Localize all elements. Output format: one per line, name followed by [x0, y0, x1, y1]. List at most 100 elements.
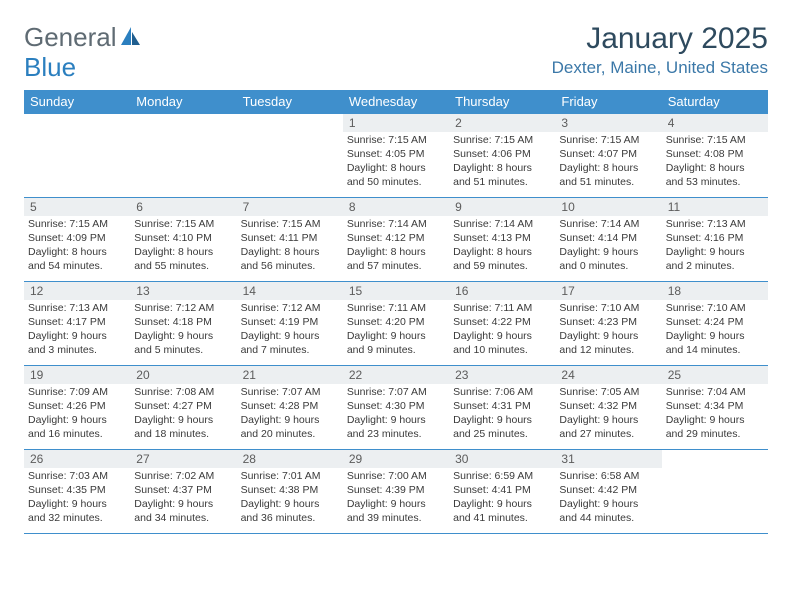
- sunset-line: Sunset: 4:37 PM: [134, 484, 232, 498]
- day-details: Sunrise: 7:14 AMSunset: 4:12 PMDaylight:…: [343, 216, 449, 277]
- calendar-cell: 14Sunrise: 7:12 AMSunset: 4:19 PMDayligh…: [237, 282, 343, 366]
- sunrise-line: Sunrise: 7:08 AM: [134, 386, 232, 400]
- daylight-line-1: Daylight: 9 hours: [559, 246, 657, 260]
- sunrise-line: Sunrise: 7:14 AM: [559, 218, 657, 232]
- daylight-line-2: and 9 minutes.: [347, 344, 445, 358]
- calendar-cell: 7Sunrise: 7:15 AMSunset: 4:11 PMDaylight…: [237, 198, 343, 282]
- daylight-line-2: and 10 minutes.: [453, 344, 551, 358]
- day-number: 12: [24, 282, 130, 300]
- daylight-line-1: Daylight: 9 hours: [559, 414, 657, 428]
- sunrise-line: Sunrise: 7:15 AM: [666, 134, 764, 148]
- day-number: 5: [24, 198, 130, 216]
- calendar-cell: 13Sunrise: 7:12 AMSunset: 4:18 PMDayligh…: [130, 282, 236, 366]
- calendar-cell: [130, 114, 236, 198]
- sunrise-line: Sunrise: 7:11 AM: [453, 302, 551, 316]
- day-number: 3: [555, 114, 661, 132]
- sunrise-line: Sunrise: 7:09 AM: [28, 386, 126, 400]
- daylight-line-1: Daylight: 9 hours: [241, 498, 339, 512]
- day-number: 16: [449, 282, 555, 300]
- location-text: Dexter, Maine, United States: [552, 58, 768, 78]
- daylight-line-2: and 3 minutes.: [28, 344, 126, 358]
- sunrise-line: Sunrise: 7:15 AM: [347, 134, 445, 148]
- day-details: Sunrise: 7:15 AMSunset: 4:08 PMDaylight:…: [662, 132, 768, 193]
- sunset-line: Sunset: 4:38 PM: [241, 484, 339, 498]
- sunset-line: Sunset: 4:05 PM: [347, 148, 445, 162]
- calendar-cell: 25Sunrise: 7:04 AMSunset: 4:34 PMDayligh…: [662, 366, 768, 450]
- daynum-bar-empty: [24, 114, 130, 132]
- sunset-line: Sunset: 4:17 PM: [28, 316, 126, 330]
- sunrise-line: Sunrise: 7:02 AM: [134, 470, 232, 484]
- sunrise-line: Sunrise: 7:05 AM: [559, 386, 657, 400]
- calendar-cell: 2Sunrise: 7:15 AMSunset: 4:06 PMDaylight…: [449, 114, 555, 198]
- day-number: 31: [555, 450, 661, 468]
- sunrise-line: Sunrise: 7:03 AM: [28, 470, 126, 484]
- day-number: 26: [24, 450, 130, 468]
- daylight-line-2: and 57 minutes.: [347, 260, 445, 274]
- sunset-line: Sunset: 4:35 PM: [28, 484, 126, 498]
- dow-saturday: Saturday: [662, 90, 768, 114]
- day-details: Sunrise: 7:05 AMSunset: 4:32 PMDaylight:…: [555, 384, 661, 445]
- sunset-line: Sunset: 4:18 PM: [134, 316, 232, 330]
- day-details: Sunrise: 7:07 AMSunset: 4:28 PMDaylight:…: [237, 384, 343, 445]
- daylight-line-2: and 53 minutes.: [666, 176, 764, 190]
- day-number: 11: [662, 198, 768, 216]
- daylight-line-2: and 34 minutes.: [134, 512, 232, 526]
- sunrise-line: Sunrise: 7:11 AM: [347, 302, 445, 316]
- calendar-cell: 23Sunrise: 7:06 AMSunset: 4:31 PMDayligh…: [449, 366, 555, 450]
- sunset-line: Sunset: 4:41 PM: [453, 484, 551, 498]
- day-number: 19: [24, 366, 130, 384]
- calendar-cell: 4Sunrise: 7:15 AMSunset: 4:08 PMDaylight…: [662, 114, 768, 198]
- day-details: Sunrise: 7:11 AMSunset: 4:20 PMDaylight:…: [343, 300, 449, 361]
- sunset-line: Sunset: 4:11 PM: [241, 232, 339, 246]
- sunrise-line: Sunrise: 7:12 AM: [241, 302, 339, 316]
- calendar-cell: 20Sunrise: 7:08 AMSunset: 4:27 PMDayligh…: [130, 366, 236, 450]
- calendar-cell: 27Sunrise: 7:02 AMSunset: 4:37 PMDayligh…: [130, 450, 236, 534]
- calendar-cell: 9Sunrise: 7:14 AMSunset: 4:13 PMDaylight…: [449, 198, 555, 282]
- logo-text-general: General: [24, 22, 117, 53]
- logo-text-blue: Blue: [24, 52, 76, 83]
- day-number: 4: [662, 114, 768, 132]
- day-details: Sunrise: 7:15 AMSunset: 4:10 PMDaylight:…: [130, 216, 236, 277]
- calendar-week-row: 1Sunrise: 7:15 AMSunset: 4:05 PMDaylight…: [24, 114, 768, 198]
- day-details: Sunrise: 7:10 AMSunset: 4:24 PMDaylight:…: [662, 300, 768, 361]
- dow-friday: Friday: [555, 90, 661, 114]
- daylight-line-1: Daylight: 8 hours: [28, 246, 126, 260]
- sunrise-line: Sunrise: 7:13 AM: [666, 218, 764, 232]
- calendar-cell: 19Sunrise: 7:09 AMSunset: 4:26 PMDayligh…: [24, 366, 130, 450]
- calendar-body: 1Sunrise: 7:15 AMSunset: 4:05 PMDaylight…: [24, 114, 768, 534]
- daylight-line-1: Daylight: 9 hours: [347, 498, 445, 512]
- daylight-line-1: Daylight: 8 hours: [666, 162, 764, 176]
- header: General January 2025 Dexter, Maine, Unit…: [24, 22, 768, 86]
- daylight-line-1: Daylight: 9 hours: [559, 330, 657, 344]
- daylight-line-2: and 59 minutes.: [453, 260, 551, 274]
- month-title: January 2025: [552, 22, 768, 56]
- calendar-cell: 29Sunrise: 7:00 AMSunset: 4:39 PMDayligh…: [343, 450, 449, 534]
- sunset-line: Sunset: 4:28 PM: [241, 400, 339, 414]
- calendar-cell: 8Sunrise: 7:14 AMSunset: 4:12 PMDaylight…: [343, 198, 449, 282]
- sunset-line: Sunset: 4:19 PM: [241, 316, 339, 330]
- day-number: 24: [555, 366, 661, 384]
- day-number: 2: [449, 114, 555, 132]
- calendar-cell: [24, 114, 130, 198]
- day-number: 8: [343, 198, 449, 216]
- calendar-cell: 17Sunrise: 7:10 AMSunset: 4:23 PMDayligh…: [555, 282, 661, 366]
- daylight-line-1: Daylight: 8 hours: [347, 162, 445, 176]
- day-details: Sunrise: 7:15 AMSunset: 4:06 PMDaylight:…: [449, 132, 555, 193]
- dow-tuesday: Tuesday: [237, 90, 343, 114]
- calendar-cell: 5Sunrise: 7:15 AMSunset: 4:09 PMDaylight…: [24, 198, 130, 282]
- calendar-week-row: 12Sunrise: 7:13 AMSunset: 4:17 PMDayligh…: [24, 282, 768, 366]
- daylight-line-2: and 27 minutes.: [559, 428, 657, 442]
- day-details: Sunrise: 7:14 AMSunset: 4:14 PMDaylight:…: [555, 216, 661, 277]
- daylight-line-1: Daylight: 8 hours: [241, 246, 339, 260]
- sunrise-line: Sunrise: 7:07 AM: [347, 386, 445, 400]
- daylight-line-1: Daylight: 9 hours: [347, 330, 445, 344]
- day-details: Sunrise: 7:10 AMSunset: 4:23 PMDaylight:…: [555, 300, 661, 361]
- dow-monday: Monday: [130, 90, 236, 114]
- day-number: 23: [449, 366, 555, 384]
- dow-header-row: Sunday Monday Tuesday Wednesday Thursday…: [24, 90, 768, 114]
- daylight-line-2: and 55 minutes.: [134, 260, 232, 274]
- sail-icon: [120, 26, 142, 46]
- sunset-line: Sunset: 4:24 PM: [666, 316, 764, 330]
- daylight-line-2: and 29 minutes.: [666, 428, 764, 442]
- daylight-line-1: Daylight: 9 hours: [559, 498, 657, 512]
